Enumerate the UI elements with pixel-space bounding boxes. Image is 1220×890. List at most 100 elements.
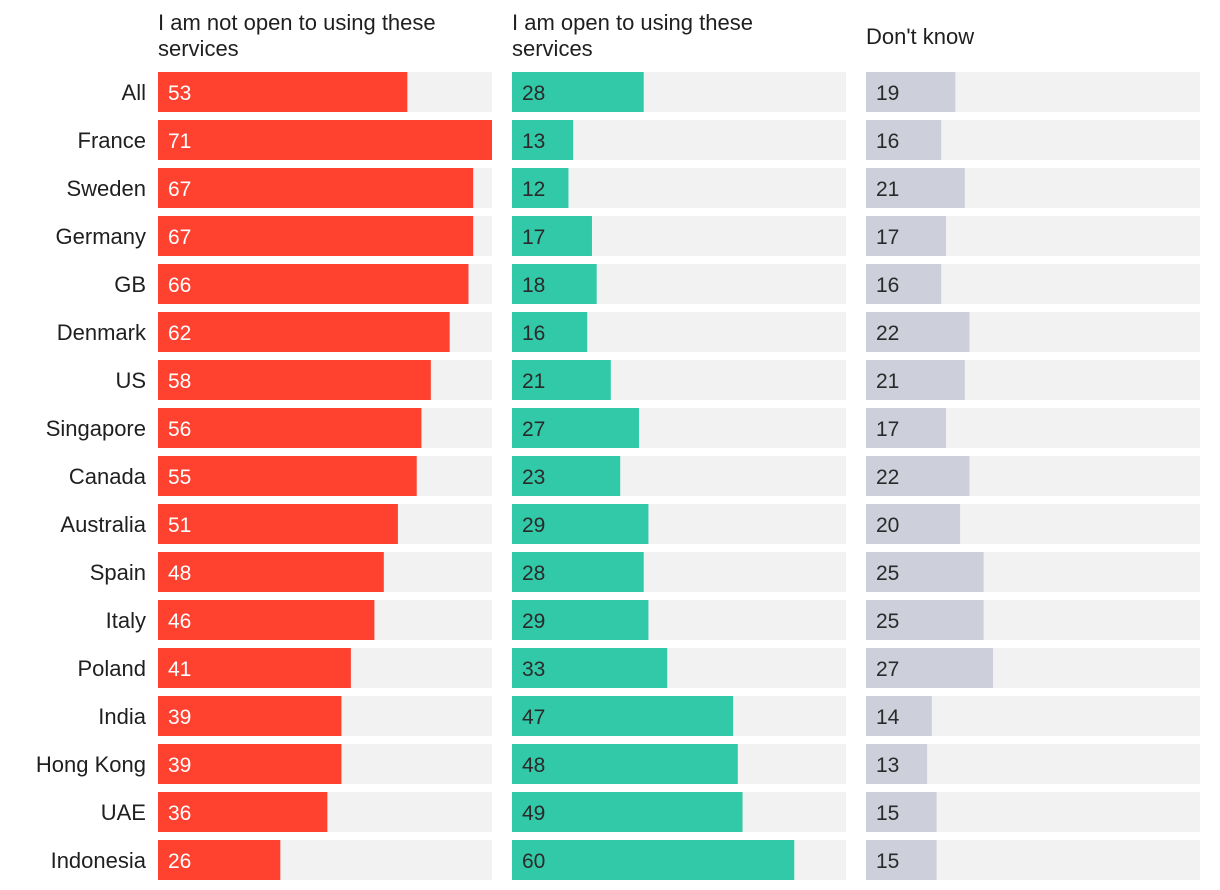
bar-s1-spain <box>158 552 384 592</box>
data-label-s3-australia: 20 <box>876 514 899 537</box>
data-label-s3-hong-kong: 13 <box>876 754 899 777</box>
bar-s3-us <box>866 360 965 400</box>
data-label-s1-indonesia: 26 <box>168 850 191 873</box>
series-header-2-line-2: services <box>512 36 593 61</box>
data-label-s2-hong-kong: 48 <box>522 754 545 777</box>
category-label-france: France <box>78 128 146 153</box>
category-label-india: India <box>98 704 146 729</box>
data-label-s1-gb: 66 <box>168 274 191 297</box>
data-label-s3-germany: 17 <box>876 226 899 249</box>
category-label-singapore: Singapore <box>46 416 146 441</box>
bar-s3-canada <box>866 456 970 496</box>
data-label-s2-spain: 28 <box>522 562 545 585</box>
bar-s1-germany <box>158 216 474 256</box>
data-label-s2-denmark: 16 <box>522 322 545 345</box>
bar-s3-denmark <box>866 312 970 352</box>
bar-s2-australia <box>512 504 649 544</box>
data-label-s2-france: 13 <box>522 130 545 153</box>
category-label-indonesia: Indonesia <box>51 848 147 873</box>
data-label-s3-spain: 25 <box>876 562 899 585</box>
category-label-spain: Spain <box>90 560 146 585</box>
category-label-canada: Canada <box>69 464 147 489</box>
data-label-s3-gb: 16 <box>876 274 899 297</box>
data-label-s3-sweden: 21 <box>876 178 899 201</box>
category-label-denmark: Denmark <box>57 320 147 345</box>
data-label-s3-all: 19 <box>876 82 899 105</box>
data-label-s3-france: 16 <box>876 130 899 153</box>
bar-s3-india <box>866 696 932 736</box>
bar-s2-canada <box>512 456 621 496</box>
data-label-s1-poland: 41 <box>168 658 191 681</box>
bar-s3-australia <box>866 504 961 544</box>
category-label-sweden: Sweden <box>66 176 146 201</box>
data-label-s1-denmark: 62 <box>168 322 191 345</box>
bar-s2-spain <box>512 552 644 592</box>
data-label-s1-all: 53 <box>168 82 191 105</box>
series-header-3-line-1: Don't know <box>866 24 974 49</box>
bar-s2-poland <box>512 648 668 688</box>
data-label-s3-india: 14 <box>876 706 900 729</box>
bar-s1-singapore <box>158 408 422 448</box>
data-label-s3-poland: 27 <box>876 658 899 681</box>
bar-s3-all <box>866 72 956 112</box>
category-label-australia: Australia <box>60 512 146 537</box>
bar-s3-indonesia <box>866 840 937 880</box>
category-label-poland: Poland <box>77 656 146 681</box>
data-label-s3-indonesia: 15 <box>876 850 899 873</box>
bar-s2-france <box>512 120 574 160</box>
data-label-s1-canada: 55 <box>168 466 191 489</box>
bar-s2-indonesia <box>512 840 795 880</box>
series-header-1-line-2: services <box>158 36 239 61</box>
bar-s1-italy <box>158 600 375 640</box>
category-label-germany: Germany <box>56 224 146 249</box>
bar-s2-denmark <box>512 312 588 352</box>
series-header-2-line-1: I am open to using these <box>512 10 753 35</box>
bar-s1-sweden <box>158 168 474 208</box>
data-label-s3-canada: 22 <box>876 466 899 489</box>
bar-s2-india <box>512 696 734 736</box>
data-label-s2-all: 28 <box>522 82 545 105</box>
bar-s1-all <box>158 72 408 112</box>
bar-s1-gb <box>158 264 469 304</box>
series-header-1-line-1: I am not open to using these <box>158 10 436 35</box>
data-label-s1-germany: 67 <box>168 226 191 249</box>
bar-s2-hong-kong <box>512 744 738 784</box>
data-label-s2-canada: 23 <box>522 466 545 489</box>
data-label-s1-us: 58 <box>168 370 191 393</box>
bar-s2-italy <box>512 600 649 640</box>
bar-s3-poland <box>866 648 994 688</box>
bar-s2-sweden <box>512 168 569 208</box>
category-label-gb: GB <box>114 272 146 297</box>
data-label-s3-us: 21 <box>876 370 899 393</box>
bar-s2-singapore <box>512 408 640 448</box>
data-label-s1-spain: 48 <box>168 562 191 585</box>
data-label-s2-uae: 49 <box>522 802 545 825</box>
data-label-s2-singapore: 27 <box>522 418 545 441</box>
data-label-s1-france: 71 <box>168 130 191 153</box>
bar-s1-france <box>158 120 492 160</box>
bar-s2-gb <box>512 264 597 304</box>
bar-s1-indonesia <box>158 840 281 880</box>
data-label-s1-india: 39 <box>168 706 191 729</box>
data-label-s2-indonesia: 60 <box>522 850 545 873</box>
data-label-s2-poland: 33 <box>522 658 545 681</box>
category-label-uae: UAE <box>101 800 146 825</box>
data-label-s2-india: 47 <box>522 706 545 729</box>
bar-s3-spain <box>866 552 984 592</box>
data-label-s1-italy: 46 <box>168 610 191 633</box>
bar-s3-italy <box>866 600 984 640</box>
bar-s1-us <box>158 360 431 400</box>
data-label-s3-singapore: 17 <box>876 418 899 441</box>
data-label-s1-hong-kong: 39 <box>168 754 191 777</box>
bar-s2-uae <box>512 792 743 832</box>
data-label-s1-uae: 36 <box>168 802 191 825</box>
bar-s1-hong-kong <box>158 744 342 784</box>
bar-s2-all <box>512 72 644 112</box>
bar-s1-denmark <box>158 312 450 352</box>
data-label-s3-italy: 25 <box>876 610 899 633</box>
bar-s1-uae <box>158 792 328 832</box>
category-label-us: US <box>115 368 146 393</box>
data-label-s3-uae: 15 <box>876 802 899 825</box>
bar-s3-singapore <box>866 408 946 448</box>
